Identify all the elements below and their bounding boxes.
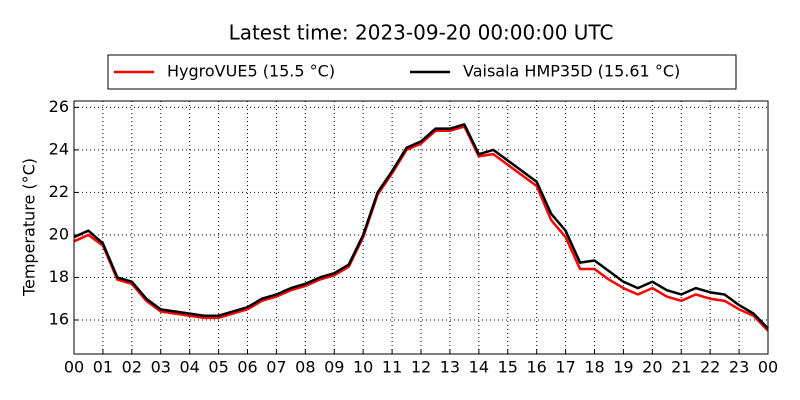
x-tick-label: 21 — [671, 358, 691, 377]
x-tick-label: 04 — [179, 358, 199, 377]
x-tick-label: 14 — [469, 358, 489, 377]
series-line — [73, 125, 769, 332]
x-tick-label: 08 — [295, 358, 315, 377]
x-tick-label: 09 — [324, 358, 344, 377]
x-tick-label: 19 — [613, 358, 633, 377]
x-tick-label: 07 — [266, 358, 286, 377]
x-tick-label: 10 — [353, 358, 373, 377]
y-tick-label: 20 — [49, 224, 69, 243]
x-tick-label: 15 — [498, 358, 518, 377]
x-tick-label: 23 — [729, 358, 749, 377]
y-tick-label: 16 — [49, 309, 69, 328]
y-tick-label: 18 — [49, 267, 69, 286]
y-tick-label: 26 — [49, 97, 69, 116]
y-axis-label: Temperature (°C) — [20, 158, 39, 297]
x-tick-label: 11 — [382, 358, 402, 377]
x-tick-label: 00 — [64, 358, 84, 377]
legend-label: Vaisala HMP35D (15.61 °C) — [463, 62, 680, 81]
x-tick-label: 13 — [440, 358, 460, 377]
x-tick-label: 03 — [151, 358, 171, 377]
x-tick-label: 18 — [584, 358, 604, 377]
x-tick-label: 01 — [93, 358, 113, 377]
x-tick-label: 17 — [555, 358, 575, 377]
y-tick-label: 22 — [49, 182, 69, 201]
x-tick-label: 20 — [642, 358, 662, 377]
y-tick-label: 24 — [49, 139, 69, 158]
x-tick-label: 12 — [411, 358, 431, 377]
x-tick-label: 05 — [208, 358, 228, 377]
plot-frame — [73, 100, 769, 355]
x-tick-label: 16 — [526, 358, 546, 377]
x-tick-label: 00 — [758, 358, 778, 377]
chart-title: Latest time: 2023-09-20 00:00:00 UTC — [229, 21, 614, 45]
legend-label: HygroVUE5 (15.5 °C) — [167, 62, 335, 81]
x-tick-label: 06 — [237, 358, 257, 377]
x-tick-label: 22 — [700, 358, 720, 377]
series-line — [73, 123, 769, 330]
x-tick-label: 02 — [122, 358, 142, 377]
